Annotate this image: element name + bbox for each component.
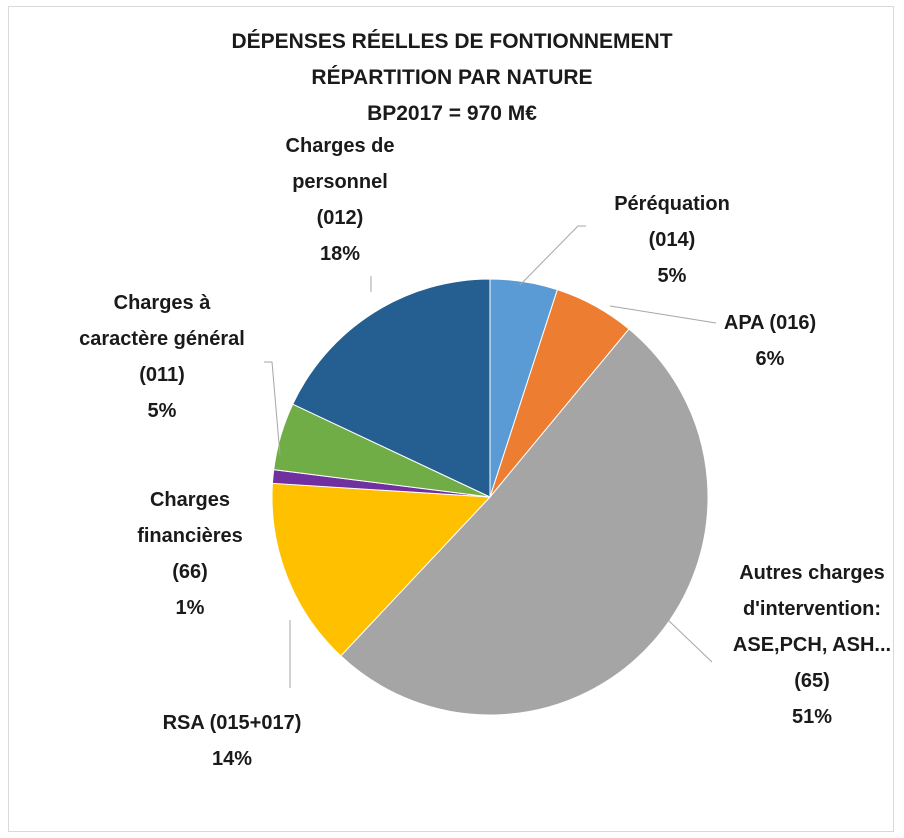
data-label: Autres charges d'intervention: ASE,PCH, … [728, 555, 896, 735]
category-label: Autres charges d'intervention: ASE,PCH, … [732, 562, 892, 692]
pie-slice [271, 482, 492, 657]
value-label: 14% [211, 748, 253, 770]
chart-frame [8, 6, 894, 832]
leader-line [264, 361, 281, 456]
value-label: 6% [755, 348, 785, 370]
category-label: Charges de personnel (012) [285, 135, 395, 229]
chart-title: RÉPARTITION PAR NATURE [311, 66, 593, 89]
data-label: Charges à caractère général (011) 5% [71, 285, 253, 429]
value-label: 18% [319, 243, 361, 265]
data-label: Charges de personnel (012) 18% [278, 128, 403, 272]
pie-slice [340, 328, 709, 716]
category-label: Charges financières (66) [137, 489, 243, 583]
data-label: Péréquation (014) 5% [597, 186, 747, 294]
value-label: 51% [791, 706, 833, 728]
value-label: 5% [147, 400, 177, 422]
leader-line [609, 305, 717, 324]
category-label: APA (016) [723, 312, 817, 334]
chart-title: DÉPENSES RÉELLES DE FONTIONNEMENT [231, 30, 673, 53]
category-label: RSA (015+017) [162, 712, 302, 734]
value-label: 1% [175, 597, 205, 619]
chart-title: BP2017 = 970 M€ [367, 102, 537, 125]
pie-slice [292, 278, 491, 498]
data-label: APA (016) 6% [695, 305, 845, 377]
leader-line [667, 619, 713, 663]
data-label: Charges financières (66) 1% [128, 482, 253, 626]
value-label: 5% [657, 265, 687, 287]
category-label: Péréquation (014) [614, 193, 730, 251]
data-label: RSA (015+017) 14% [122, 705, 342, 777]
category-label: Charges à caractère général (011) [79, 292, 245, 386]
leader-line [519, 225, 586, 286]
